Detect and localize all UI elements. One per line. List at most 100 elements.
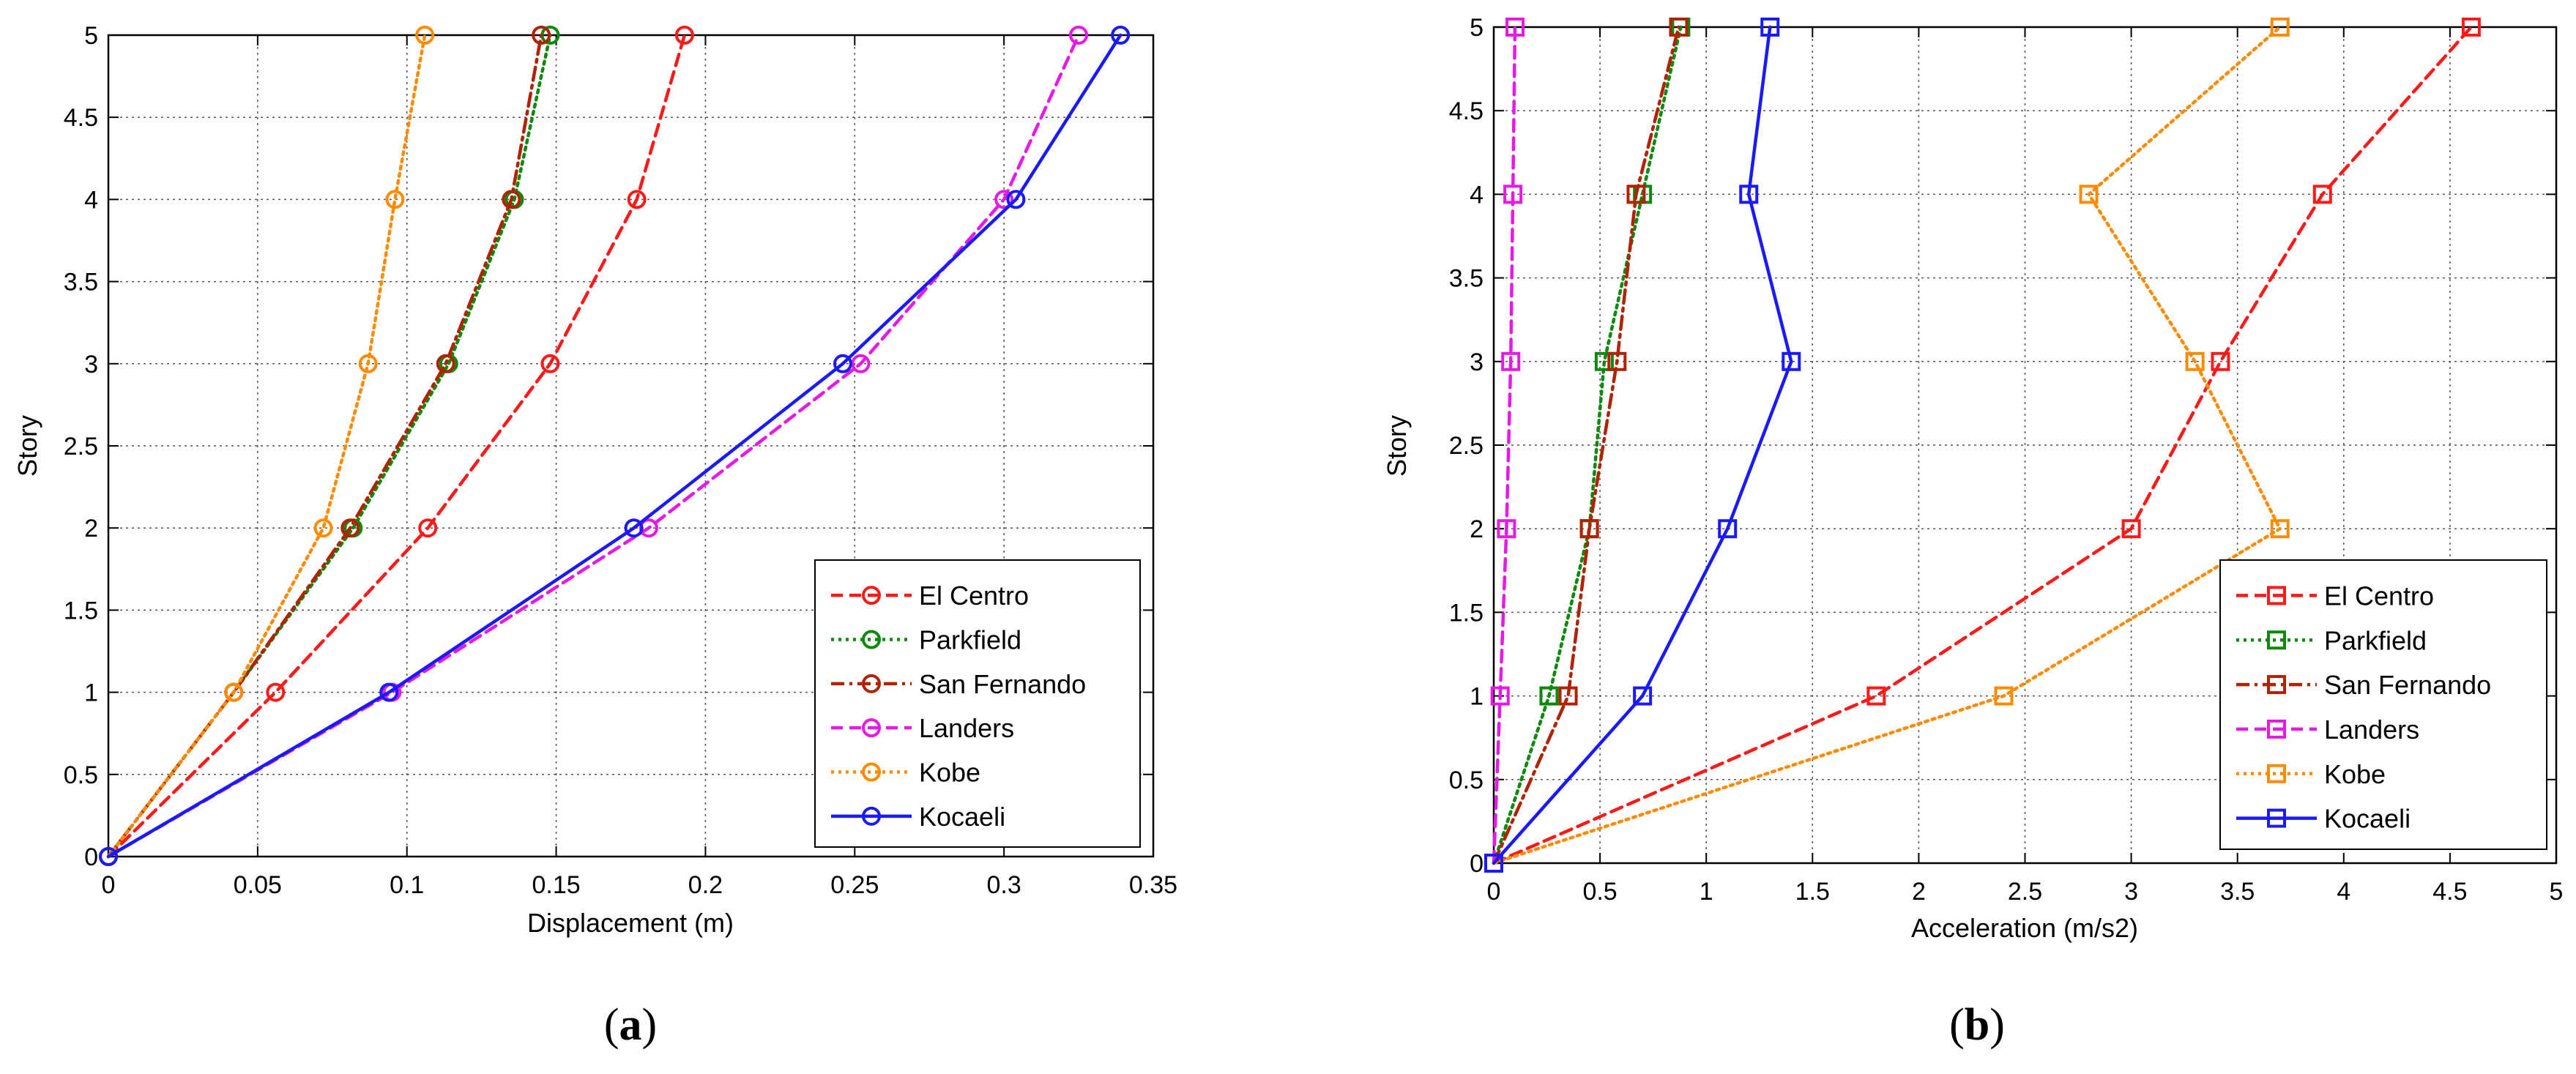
x-tick-label-a: 0.2 — [688, 871, 723, 899]
y-tick-label-b: 5 — [1470, 14, 1484, 42]
x-tick-label-a: 0.25 — [830, 871, 879, 899]
x-axis-label-a: Displacement (m) — [527, 908, 734, 938]
data-point-parkfield-b — [1539, 686, 1559, 706]
series-line-kobe-b — [1492, 25, 2282, 865]
data-point-san-fernando-a — [340, 518, 360, 538]
data-point-el-centro-b — [2211, 351, 2230, 371]
x-tick-label-b: 5 — [2550, 878, 2564, 906]
data-point-parkfield-b — [1594, 351, 1614, 371]
x-tick-label-a: 0.1 — [390, 871, 424, 899]
data-point-kocaeli-a — [624, 518, 644, 538]
legend-marker-kobe-a — [862, 762, 881, 782]
x-tick-label-b: 3 — [2124, 878, 2138, 906]
legend-box-b — [2219, 559, 2547, 850]
x-ticks-b: 0 0.5 1 1.5 2 2.5 3 3.5 4 4.5 5 — [1487, 27, 2564, 906]
y-tick-label-b: 4.5 — [1449, 97, 1484, 125]
data-point-landers-b — [1503, 184, 1523, 204]
series-group-b — [1484, 18, 2481, 873]
data-point-kobe-a — [415, 26, 435, 45]
x-tick-label-b: 0.5 — [1582, 878, 1617, 906]
y-tick-label-b: 4 — [1470, 181, 1484, 209]
data-point-kocaeli-a — [379, 682, 399, 702]
data-point-san-fernando-b — [1558, 686, 1578, 706]
y-tick-label-b: 0.5 — [1449, 767, 1484, 794]
data-point-kocaeli-a — [1111, 26, 1131, 45]
series-group-a — [99, 26, 1131, 866]
panel-label-b: (b) — [1949, 1000, 2005, 1050]
legend-label-el-centro-b: El Centro — [2324, 581, 2434, 611]
data-point-kobe-b — [2270, 519, 2290, 539]
legend-label-san-fernando-b: San Fernando — [2324, 670, 2491, 700]
data-point-landers-a — [851, 354, 871, 373]
y-axis-label-a: Story — [12, 415, 42, 477]
data-point-el-centro-b — [2312, 184, 2332, 204]
legend-marker-parkfield-b — [2267, 630, 2286, 650]
data-point-el-centro-a — [627, 190, 647, 209]
series-line-el-centro-a — [106, 33, 687, 859]
data-point-landers-b — [1497, 519, 1516, 539]
legend-label-san-fernando-a: San Fernando — [919, 669, 1086, 699]
x-tick-label-b: 1.5 — [1795, 878, 1830, 906]
series-line-kocaeli-b — [1492, 25, 1793, 865]
legend-label-parkfield-b: Parkfield — [2324, 625, 2427, 655]
legend-label-landers-a: Landers — [919, 713, 1014, 743]
x-tick-label-a: 0.3 — [987, 871, 1021, 899]
legend-label-kobe-a: Kobe — [919, 758, 980, 788]
y-tick-label-a: 4.5 — [64, 104, 98, 132]
data-point-kocaeli-b — [1760, 18, 1780, 37]
x-tick-label-b: 4 — [2337, 878, 2350, 906]
legend-marker-landers-b — [2267, 719, 2286, 739]
data-point-el-centro-a — [266, 682, 286, 702]
y-tick-label-a: 1 — [84, 679, 98, 707]
data-point-kobe-a — [358, 354, 378, 373]
legend-box-a — [814, 559, 1141, 848]
data-point-kocaeli-b — [1484, 854, 1503, 873]
x-tick-label-b: 4.5 — [2432, 878, 2467, 906]
y-axis-label-b: Story — [1382, 415, 1412, 477]
legend-label-kocaeli-a: Kocaeli — [919, 802, 1005, 832]
series-line-kocaeli-a — [106, 33, 1123, 859]
data-point-el-centro-a — [674, 26, 694, 45]
y-tick-label-a: 5 — [84, 22, 98, 50]
y-tick-label-b: 0 — [1470, 850, 1484, 878]
y-tick-label-b: 1 — [1470, 683, 1484, 711]
data-point-landers-b — [1501, 351, 1521, 371]
y-tick-label-a: 2 — [84, 515, 98, 542]
legend-b: El Centro Parkfield San Fernando Landers Kob… — [2219, 559, 2547, 850]
y-tick-label-b: 3.5 — [1449, 265, 1484, 293]
legend-label-el-centro-a: El Centro — [919, 581, 1029, 611]
series-line-parkfield-b — [1492, 25, 1683, 865]
chart-b: 0 0.5 1 1.5 2 2.5 3 3.5 4 4.5 5 0 0.5 1 1.5 2 2.5 3 3.5 4 4… — [1382, 14, 2563, 1050]
data-point-san-fernando-b — [1579, 519, 1599, 539]
x-tick-label-b: 2 — [1912, 878, 1926, 906]
x-tick-label-b: 1 — [1700, 878, 1713, 906]
data-point-kocaeli-b — [1782, 351, 1801, 371]
legend-marker-el-centro-a — [862, 586, 881, 605]
panel-label-a: (a) — [604, 1000, 657, 1050]
y-tick-label-a: 3.5 — [64, 269, 98, 297]
y-tick-label-a: 0.5 — [64, 761, 98, 789]
data-point-san-fernando-a — [502, 190, 521, 209]
data-point-kobe-a — [385, 190, 405, 209]
series-line-landers-b — [1492, 25, 1517, 865]
data-point-kobe-a — [224, 682, 244, 702]
y-tick-label-a: 3 — [84, 351, 98, 378]
legend-marker-san-fernando-a — [862, 674, 881, 693]
data-point-kocaeli-b — [1739, 184, 1759, 204]
y-tick-label-a: 4 — [84, 186, 98, 214]
x-ticks-a: 0 0.05 0.1 0.15 0.2 0.25 0.3 0.35 — [102, 35, 1177, 899]
data-point-kobe-b — [2185, 351, 2205, 371]
data-point-kocaeli-b — [1633, 686, 1653, 706]
data-point-landers-a — [1069, 26, 1089, 45]
data-point-san-fernando-b — [1669, 18, 1689, 37]
chart-a: 0 0.05 0.1 0.15 0.2 0.25 0.3 0.35 0 0.5 1 1.5 2 2.5 3… — [12, 22, 1177, 1050]
series-line-kobe-a — [106, 33, 427, 859]
data-point-kobe-a — [313, 518, 333, 538]
legend-marker-san-fernando-b — [2267, 675, 2286, 695]
legend-label-landers-b: Landers — [2324, 715, 2419, 745]
data-point-san-fernando-a — [436, 354, 455, 373]
y-tick-label-b: 2 — [1470, 515, 1484, 543]
data-point-kobe-b — [1994, 686, 2014, 706]
y-tick-label-a: 0 — [84, 843, 98, 871]
data-point-landers-b — [1505, 18, 1525, 37]
